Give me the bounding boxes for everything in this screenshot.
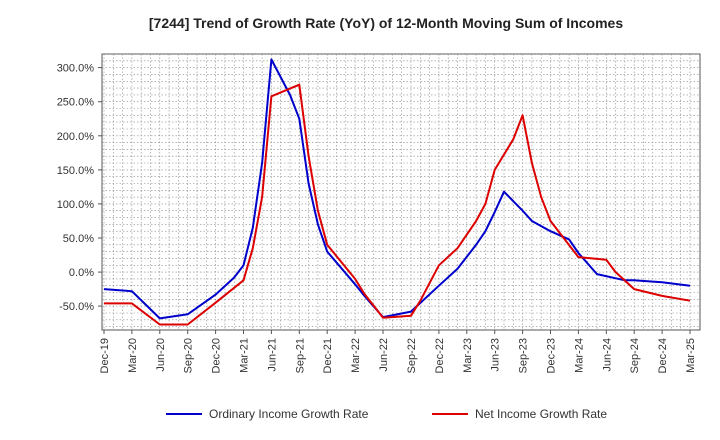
y-tick-label: 200.0% [57, 131, 95, 143]
plot-area-frame [101, 53, 701, 331]
series-lines [103, 58, 691, 326]
x-axis: Dec-19 Mar-20 Jun-20 Sep-20 Dec-20 Mar-21 Jun-… [99, 330, 697, 373]
y-tick-label: 0.0% [69, 267, 94, 279]
series-line-net-income [104, 83, 691, 326]
y-tick-label: 300.0% [57, 63, 95, 75]
x-tick-label: Jun-21 [266, 338, 278, 372]
x-tick-label: Mar-20 [127, 338, 139, 373]
y-tick-label: 50.0% [63, 233, 94, 245]
legend: Ordinary Income Growth Rate Net Income G… [166, 407, 607, 421]
x-tick-label: Sep-22 [406, 338, 418, 373]
x-tick-label: Jun-23 [490, 338, 502, 372]
x-tick-label: Mar-23 [462, 338, 474, 373]
x-tick-label: Mar-22 [350, 338, 362, 373]
y-tick-label: -50.0% [59, 301, 94, 313]
x-tick-label: Mar-25 [685, 338, 697, 373]
x-tick-label: Jun-22 [378, 338, 390, 372]
x-tick-label: Dec-23 [546, 338, 558, 373]
grid [102, 53, 700, 330]
legend-label-ordinary: Ordinary Income Growth Rate [209, 407, 369, 421]
x-tick-label: Mar-21 [239, 338, 251, 373]
x-tick-label: Jun-20 [155, 338, 167, 372]
y-tick-label: 250.0% [57, 97, 95, 109]
x-tick-label: Jun-24 [601, 338, 613, 372]
x-tick-label: Sep-20 [183, 338, 195, 373]
x-tick-label: Dec-22 [434, 338, 446, 373]
x-tick-label: Sep-21 [294, 338, 306, 373]
x-tick-label: Dec-24 [657, 338, 669, 373]
x-tick-label: Dec-19 [99, 338, 111, 373]
legend-label-net: Net Income Growth Rate [475, 407, 607, 421]
x-tick-label: Sep-23 [518, 338, 530, 373]
y-tick-label: 150.0% [57, 165, 95, 177]
x-tick-label: Mar-24 [573, 338, 585, 373]
x-tick-label: Sep-24 [629, 338, 641, 373]
y-axis: -50.0% 0.0% 50.0% 100.0% 150.0% 200.0% 250.0% 3… [57, 63, 102, 313]
x-tick-label: Dec-20 [211, 338, 223, 373]
y-tick-label: 100.0% [57, 199, 95, 211]
x-tick-label: Dec-21 [322, 338, 334, 373]
chart-title: [7244] Trend of Growth Rate (YoY) of 12-… [149, 15, 623, 31]
